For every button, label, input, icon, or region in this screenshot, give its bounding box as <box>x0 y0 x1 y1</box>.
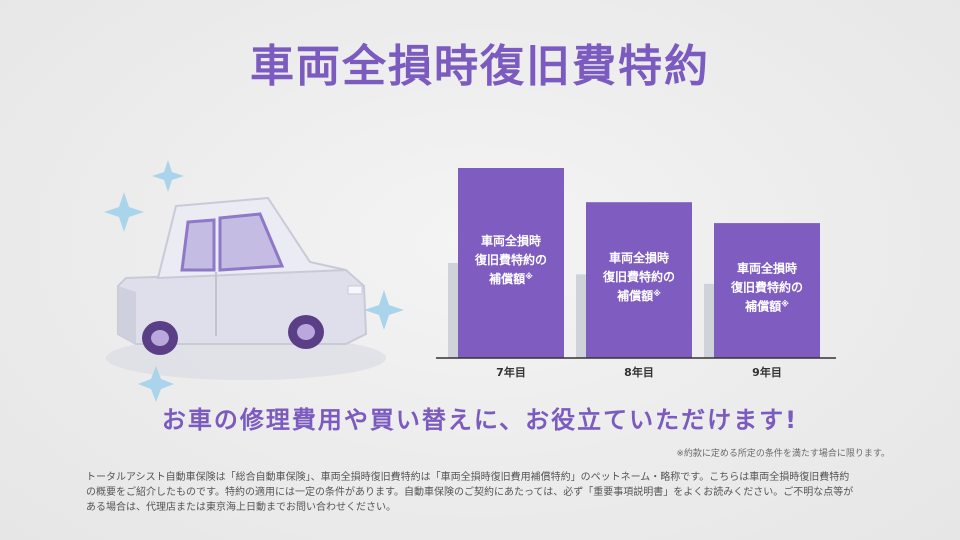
bar-label-mark: ※ <box>781 299 789 309</box>
tick-label: 7年目 <box>496 365 526 379</box>
bar-label: 車両全損時 <box>481 233 541 248</box>
sparkle-icon <box>104 192 144 232</box>
bar-label: 復旧費特約の <box>474 252 547 267</box>
sparkle-icon <box>138 366 174 402</box>
disclaimer-line: ある場合は、代理店または東京海上日動までお問い合わせください。 <box>86 502 396 513</box>
disclaimer-line: トータルアシスト自動車保険は「総合自動車保険」、車両全損時復旧費特約は「車両全損… <box>86 472 849 483</box>
disclaimer-line: の概要をご紹介したものです。特約の適用には一定の条件があります。自動車保険のご契… <box>86 487 853 498</box>
disclaimer: トータルアシスト自動車保険は「総合自動車保険」、車両全損時復旧費特約は「車両全損… <box>86 470 886 515</box>
bar-label: 復旧費特約の <box>602 269 675 284</box>
tick-label: 9年目 <box>752 365 782 379</box>
bar-label-mark: ※ <box>653 288 661 298</box>
footnote: ※約款に定める所定の条件を満たす場合に限ります。 <box>676 446 890 459</box>
tick-label: 8年目 <box>624 365 654 379</box>
bar-chart: 車両全損時復旧費特約の補償額※7年目車両全損時復旧費特約の補償額※8年目車両全損… <box>436 160 846 380</box>
bar-label-mark: ※ <box>525 271 533 281</box>
sparkle-icon <box>152 160 184 192</box>
headline: お車の修理費用や買い替えに、お役立ていただけます! <box>0 400 960 435</box>
sparkle-icon <box>364 290 404 330</box>
bar-label: 復旧費特約の <box>730 280 803 295</box>
bar-label: 車両全損時 <box>609 250 669 265</box>
bar-label: 車両全損時 <box>737 261 797 276</box>
